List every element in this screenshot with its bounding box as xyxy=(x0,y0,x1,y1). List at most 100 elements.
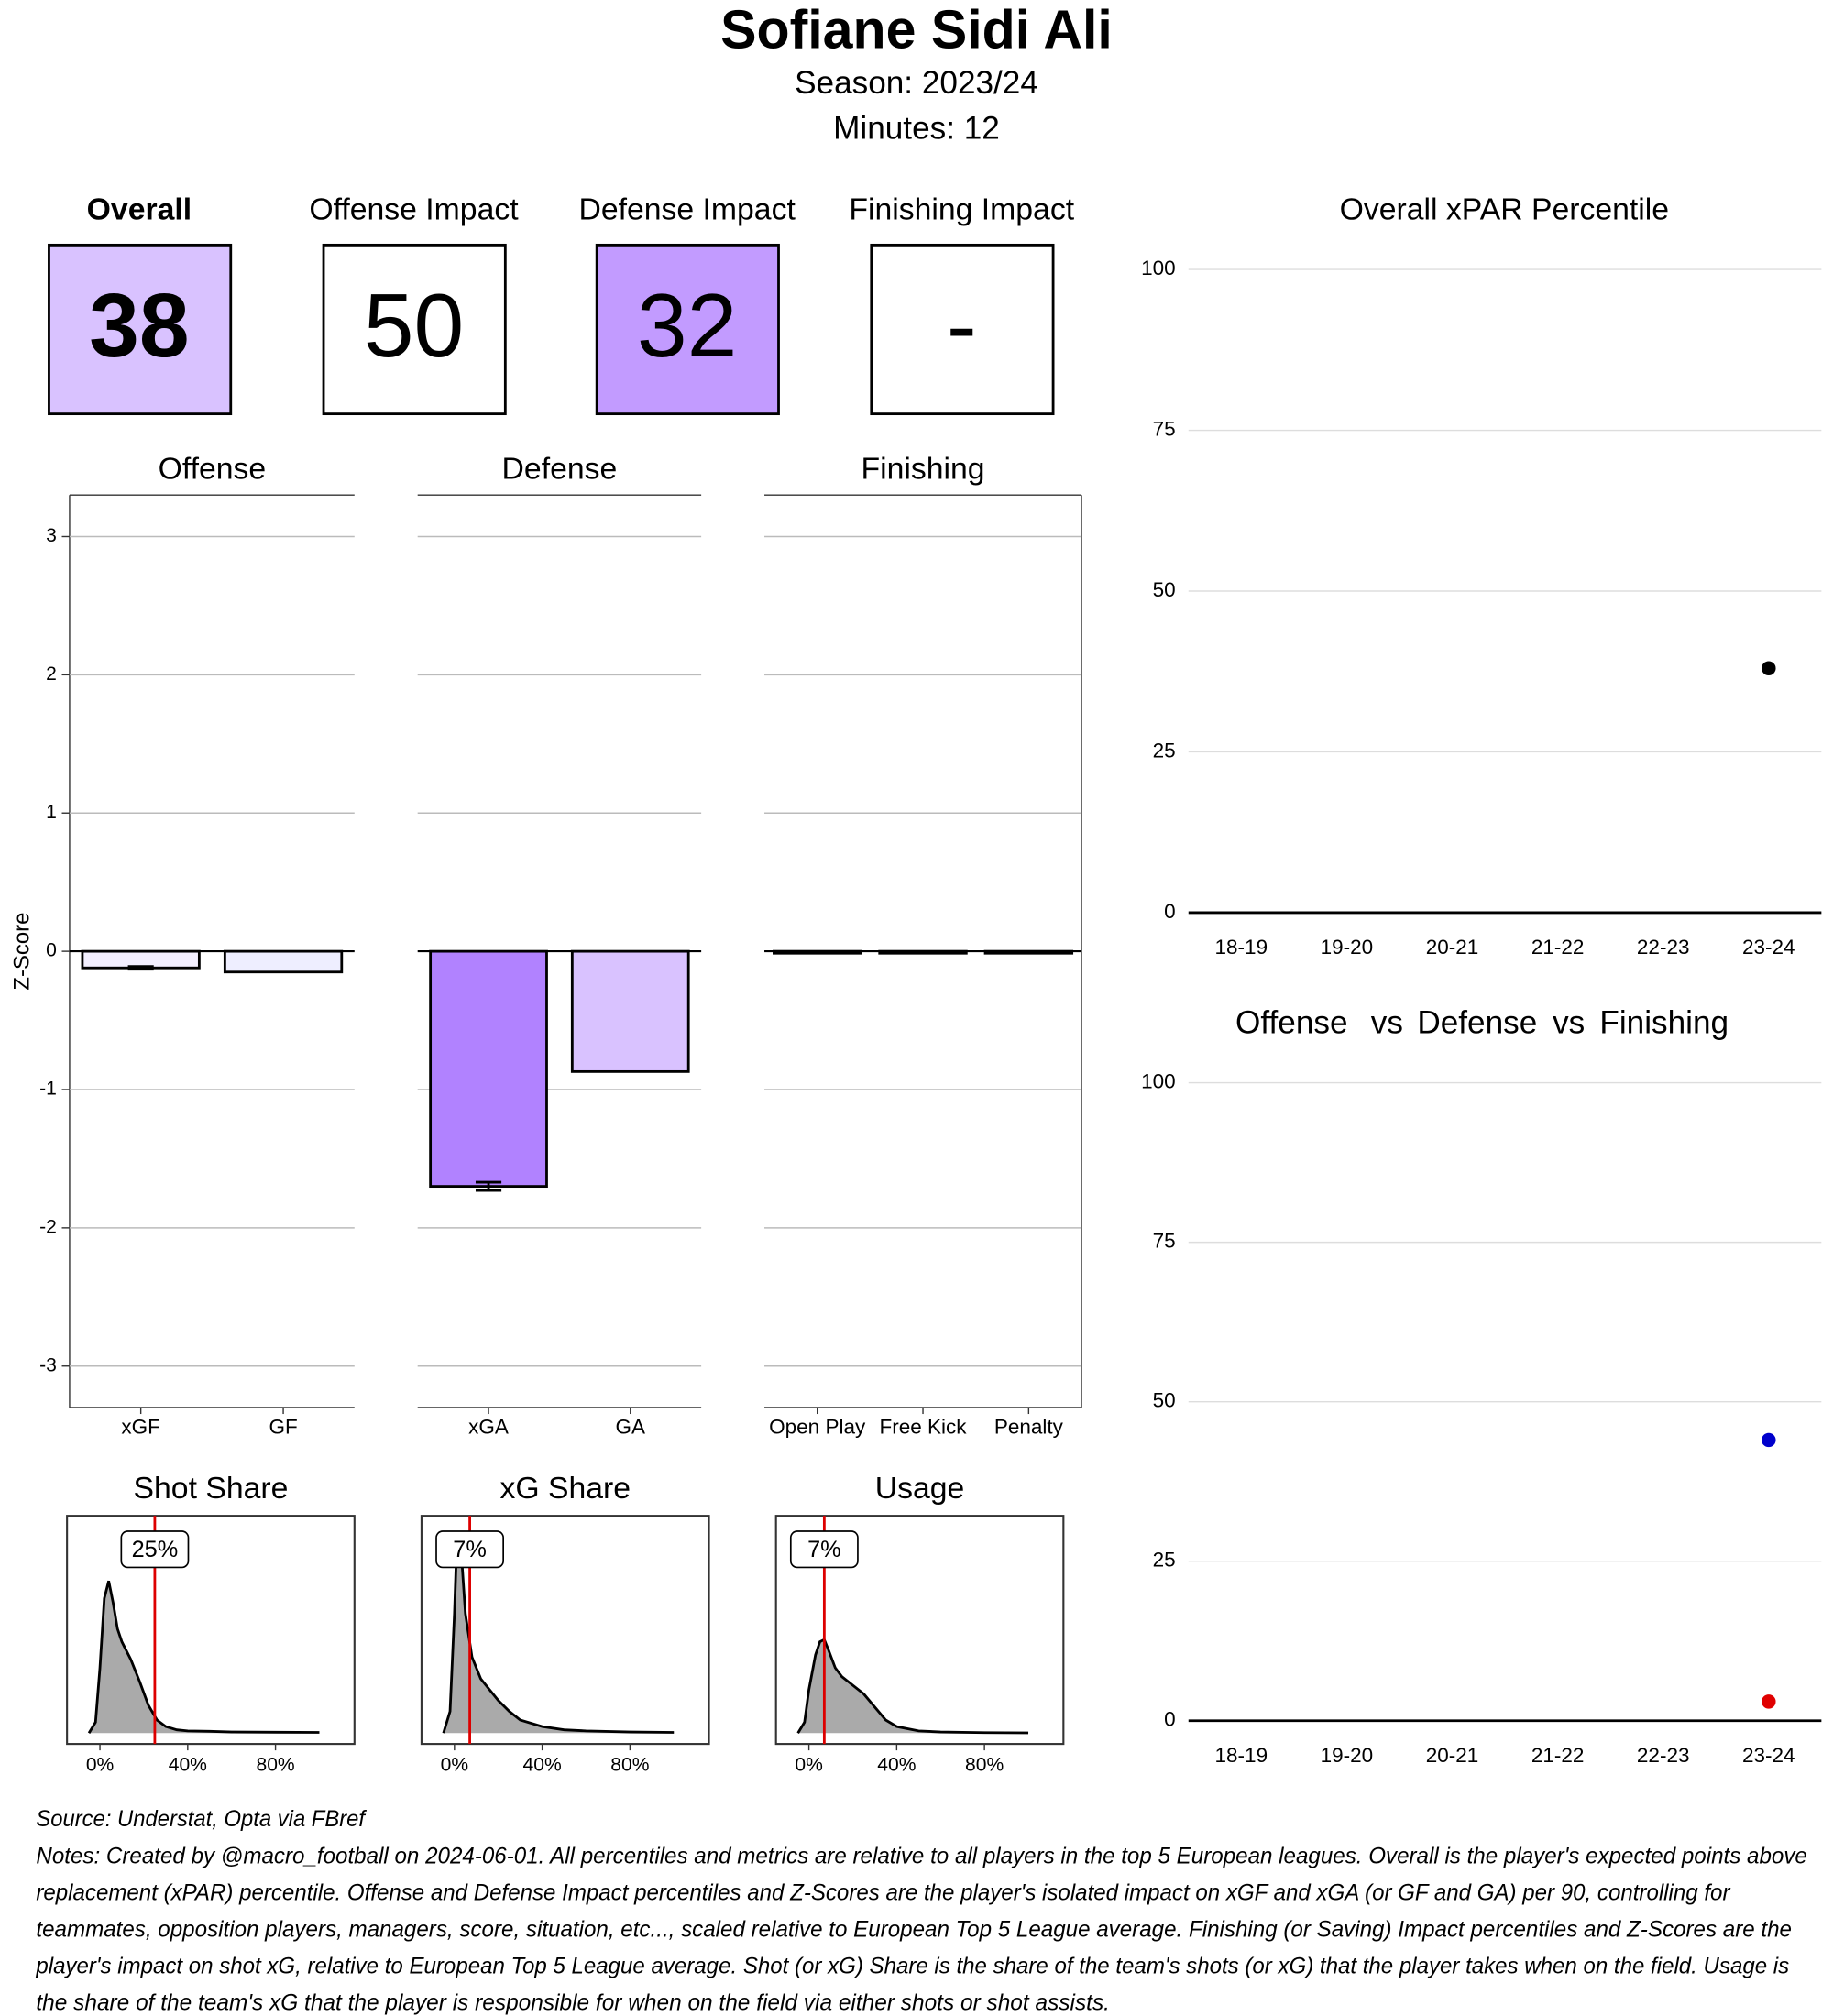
panel-title: Shot Share xyxy=(134,1471,289,1506)
x-tick-label: 0% xyxy=(795,1755,822,1776)
density-line xyxy=(796,1638,1029,1735)
x-tick-label: 23-24 xyxy=(1742,1744,1795,1767)
panel-title: xG Share xyxy=(499,1471,631,1506)
error-bar xyxy=(127,965,154,971)
panel-border xyxy=(420,1515,710,1746)
point xyxy=(1762,1694,1776,1709)
error-bar xyxy=(475,1180,502,1192)
density-area xyxy=(89,1581,320,1734)
y-tick-label: 0 xyxy=(1164,1708,1176,1731)
notes-line: player's impact on shot xG, relative to … xyxy=(35,1953,1789,1978)
point xyxy=(1762,1432,1776,1448)
legend-entry: Finishing xyxy=(1599,1005,1729,1041)
notes-line: replacement (xPAR) percentile. Offense a… xyxy=(36,1879,1731,1905)
impact-box xyxy=(322,243,507,416)
x-tick-label: 40% xyxy=(877,1755,916,1776)
marker-label-box xyxy=(435,1530,505,1569)
chart-title: Overall xPAR Percentile xyxy=(1340,192,1670,227)
legend-entry: Defense xyxy=(1417,1005,1537,1041)
bar xyxy=(983,949,1074,955)
y-tick-label: 0 xyxy=(1164,900,1176,923)
source: Source: Understat, Opta via FBref xyxy=(36,1806,367,1832)
y-tick-label: 3 xyxy=(46,525,57,546)
bar xyxy=(429,949,548,1189)
x-tick-label: 0% xyxy=(441,1755,468,1776)
marker-label-box xyxy=(120,1530,190,1569)
x-tick-label: 20-21 xyxy=(1426,936,1479,959)
impact-box xyxy=(595,243,780,416)
impact-label: Overall xyxy=(87,192,192,227)
x-tick-label: Penalty xyxy=(994,1415,1064,1438)
panel-border xyxy=(66,1515,356,1746)
bar xyxy=(773,949,862,955)
x-tick-label: 80% xyxy=(965,1755,1004,1776)
y-axis-title: Z-Score xyxy=(10,913,35,991)
x-tick-label: GA xyxy=(616,1415,646,1438)
impact-value: 50 xyxy=(364,275,465,376)
bar xyxy=(570,949,690,1073)
y-tick-label: -2 xyxy=(39,1216,57,1237)
impact-label: Offense Impact xyxy=(309,192,519,227)
legend-separator: vs xyxy=(1371,1005,1403,1041)
panel-title: Offense xyxy=(159,451,267,486)
density-area xyxy=(443,1533,675,1734)
x-tick-label: 40% xyxy=(523,1755,562,1776)
y-tick-label: 50 xyxy=(1153,1389,1176,1412)
panel-title: Finishing xyxy=(861,451,984,486)
notes-line: Notes: Created by @macro_football on 202… xyxy=(36,1844,1806,1869)
impact-box xyxy=(870,243,1055,416)
impact-value: 38 xyxy=(89,275,190,376)
x-tick-label: Free Kick xyxy=(880,1415,968,1438)
impact-label: Defense Impact xyxy=(578,192,796,227)
subtitle: Season: 2023/24 xyxy=(795,65,1038,101)
panel-border xyxy=(774,1515,1065,1746)
marker-label-box xyxy=(789,1530,859,1569)
panel-title: Usage xyxy=(875,1471,965,1506)
impact-value: - xyxy=(947,275,977,376)
density-line xyxy=(87,1580,320,1734)
y-tick-label: 100 xyxy=(1141,257,1176,279)
notes-line: teammates, opposition players, managers,… xyxy=(36,1916,1792,1942)
x-tick-label: 80% xyxy=(256,1755,294,1776)
y-tick-label: 50 xyxy=(1153,578,1176,601)
bar xyxy=(223,949,344,974)
impact-label: Finishing Impact xyxy=(849,192,1074,227)
x-tick-label: xGA xyxy=(468,1415,509,1438)
x-tick-label: 21-22 xyxy=(1531,936,1585,959)
marker-label: 25% xyxy=(132,1537,179,1562)
density-area xyxy=(797,1639,1029,1734)
notes-line: the share of the team's xG that the play… xyxy=(36,1989,1110,2015)
bar xyxy=(878,949,968,955)
x-tick-label: 22-23 xyxy=(1637,1744,1690,1767)
x-tick-label: Open Play xyxy=(769,1415,866,1438)
impact-value: 32 xyxy=(637,275,738,376)
x-tick-label: 19-20 xyxy=(1321,936,1374,959)
y-tick-label: 75 xyxy=(1153,417,1176,440)
x-tick-label: 18-19 xyxy=(1215,1744,1268,1767)
y-tick-label: -3 xyxy=(39,1354,57,1375)
title: Sofiane Sidi Ali xyxy=(720,0,1113,60)
y-tick-label: 1 xyxy=(46,802,57,823)
subtitle: Minutes: 12 xyxy=(833,110,1000,146)
x-tick-label: 19-20 xyxy=(1321,1744,1374,1767)
y-tick-label: 25 xyxy=(1153,1549,1176,1572)
x-tick-label: 0% xyxy=(86,1755,114,1776)
marker-label: 7% xyxy=(453,1537,487,1562)
panel-title: Defense xyxy=(502,451,618,486)
point xyxy=(1762,661,1776,675)
y-tick-label: 75 xyxy=(1153,1230,1176,1253)
y-tick-label: 100 xyxy=(1141,1070,1176,1093)
x-tick-label: 40% xyxy=(169,1755,207,1776)
y-tick-label: 2 xyxy=(46,663,57,685)
x-tick-label: 18-19 xyxy=(1215,936,1268,959)
x-tick-label: xGF xyxy=(121,1415,159,1438)
x-tick-label: 23-24 xyxy=(1742,936,1795,959)
x-tick-label: 22-23 xyxy=(1637,936,1690,959)
x-tick-label: 80% xyxy=(610,1755,649,1776)
x-tick-label: 20-21 xyxy=(1426,1744,1479,1767)
x-tick-label: GF xyxy=(269,1415,297,1438)
y-tick-label: 25 xyxy=(1153,739,1176,761)
legend-entry: Offense xyxy=(1235,1005,1347,1041)
